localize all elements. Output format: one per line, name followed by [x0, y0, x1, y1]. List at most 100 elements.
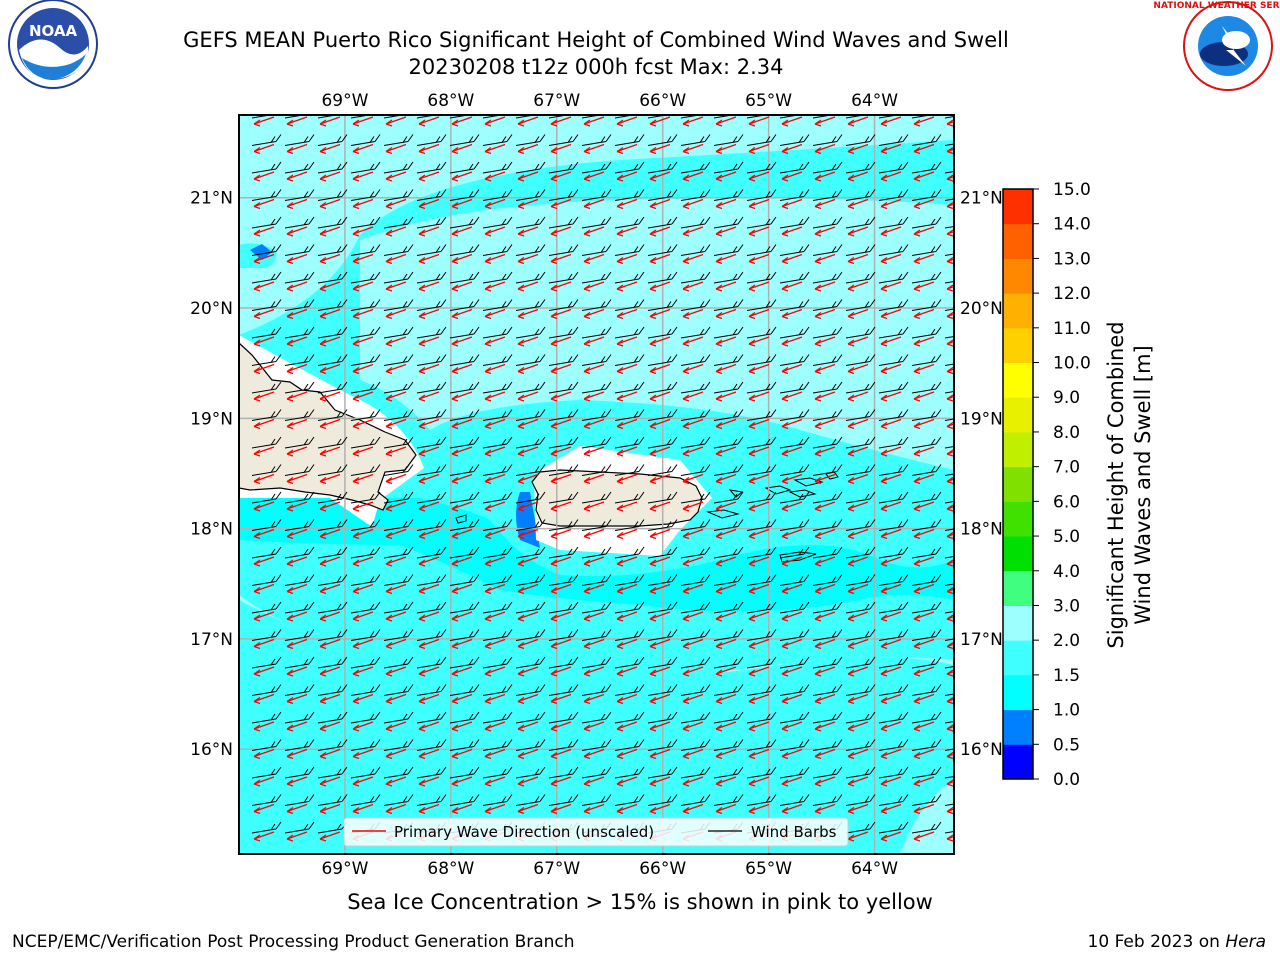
vector-glyph [944, 170, 954, 182]
wave-arrow [781, 446, 803, 457]
lat-label-right: 16°N [960, 740, 1003, 760]
wave-arrow [748, 583, 770, 595]
wind-barb [482, 354, 513, 366]
wave-arrow [847, 226, 869, 237]
wind-barb [812, 629, 843, 641]
wave-arrow [517, 556, 539, 567]
wind-barb [647, 189, 678, 201]
vector-glyph [812, 381, 843, 402]
wind-barb [416, 161, 447, 174]
wind-barb [284, 766, 315, 779]
wave-arrow [319, 638, 341, 650]
wave-arrow [847, 253, 869, 265]
wave-arrow [748, 281, 770, 292]
vector-glyph [284, 354, 315, 375]
wave-arrow [847, 391, 869, 402]
vector-glyph [251, 629, 282, 650]
wind-barb [944, 170, 954, 174]
vector-glyph [350, 684, 381, 705]
wave-arrow [385, 363, 407, 375]
wave-arrow [253, 666, 275, 677]
wave-arrow [451, 336, 473, 347]
vector-glyph [548, 271, 579, 292]
wave-arrow [946, 174, 954, 182]
vector-glyph [746, 574, 777, 595]
wind-barb [647, 161, 678, 174]
wind-barb [515, 491, 546, 504]
wind-barb [647, 326, 678, 339]
wind-barb [284, 134, 315, 146]
wave-arrow [418, 308, 440, 320]
wave-arrow [286, 831, 308, 842]
vector-glyph [746, 546, 777, 567]
wave-arrow [781, 391, 803, 402]
wave-arrow [847, 473, 869, 485]
wind-barb [251, 739, 282, 751]
wave-arrow [583, 253, 605, 265]
vector-glyph [350, 766, 381, 787]
vector-glyph [614, 464, 645, 485]
wind-barb [449, 601, 480, 614]
wave-arrow [715, 473, 737, 485]
vector-glyph [812, 216, 843, 237]
vector-glyph [779, 299, 810, 320]
vector-glyph [251, 739, 282, 760]
vector-glyph [284, 519, 315, 540]
vector-glyph [581, 766, 612, 787]
vector-glyph [647, 216, 678, 237]
wave-arrow [649, 776, 671, 787]
vector-glyph [845, 601, 876, 622]
vector-glyph [449, 189, 480, 210]
vector-glyph [680, 656, 711, 677]
vector-glyph [515, 464, 546, 485]
wave-arrow [913, 473, 935, 485]
wind-barb [614, 381, 645, 394]
wind-barb [317, 574, 348, 586]
wave-arrow [418, 638, 440, 650]
wave-arrow [385, 308, 407, 320]
vector-glyph [878, 821, 909, 842]
wind-barb [713, 711, 744, 724]
wind-barb [350, 299, 381, 311]
wave-arrow [517, 473, 539, 485]
wave-arrow [352, 226, 374, 237]
vector-glyph [350, 491, 381, 512]
vector-glyph [647, 161, 678, 182]
vector-glyph [614, 601, 645, 622]
wave-arrow [616, 418, 638, 430]
wind-barb [647, 244, 678, 256]
wind-barb [251, 436, 282, 449]
colorbar-cell [1003, 466, 1033, 502]
wind-barb [482, 546, 513, 559]
vector-glyph [746, 326, 777, 347]
wind-barb [251, 601, 282, 614]
vector-glyph [713, 629, 744, 650]
wind-barb [548, 546, 579, 559]
wave-arrow [286, 693, 308, 705]
vector-glyph [944, 720, 954, 732]
vector-glyph [845, 629, 876, 650]
vector-glyph [548, 601, 579, 622]
wind-barb [548, 436, 579, 449]
wind-barb [317, 189, 348, 201]
vector-glyph [647, 271, 678, 292]
wave-arrow [715, 418, 737, 430]
wind-barb [746, 326, 777, 339]
wind-barb [878, 821, 909, 834]
vector-glyph [383, 629, 414, 650]
wind-barb [911, 244, 942, 256]
wave-arrow [583, 583, 605, 595]
wave-arrow [880, 446, 902, 457]
wind-barb [548, 299, 579, 311]
wind-barb [383, 299, 414, 311]
vector-glyph [581, 519, 612, 540]
vector-glyph [713, 326, 744, 347]
wind-barb [812, 711, 843, 724]
lat-label-left: 18°N [190, 520, 233, 540]
colorbar-tick-label: 0.0 [1053, 770, 1080, 790]
wind-barb [944, 363, 954, 366]
wind-barb [581, 711, 612, 724]
wave-arrow [847, 666, 869, 677]
wave-arrow [880, 363, 902, 375]
vector-glyph [284, 821, 315, 842]
